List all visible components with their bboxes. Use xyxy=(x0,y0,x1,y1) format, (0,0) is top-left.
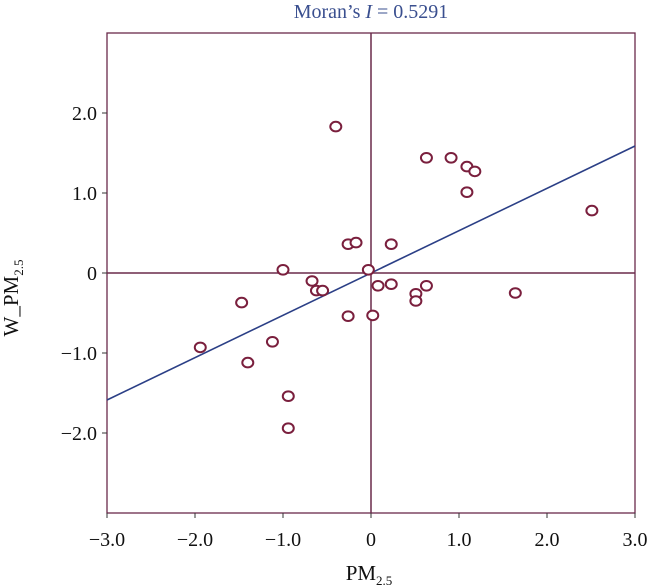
y-axis-label-subscript: 2.5 xyxy=(11,260,26,276)
chart-title-prefix: Moran’s xyxy=(294,1,366,23)
y-tick-label: 1.0 xyxy=(72,183,97,205)
data-point xyxy=(281,390,295,403)
x-tick-label: 3.0 xyxy=(623,529,648,551)
x-axis-ticks: −3.0 −2.0 −1.0 0 1.0 2.0 3.0 xyxy=(89,513,648,551)
x-tick-label: 0 xyxy=(366,529,376,551)
y-tick-label: −2.0 xyxy=(61,423,97,445)
data-point xyxy=(193,341,207,354)
y-tick-label: 2.0 xyxy=(72,103,97,125)
data-point xyxy=(444,152,458,164)
data-point xyxy=(371,280,385,292)
data-point xyxy=(349,236,363,249)
data-point xyxy=(409,295,423,307)
data-point xyxy=(361,264,375,276)
data-point xyxy=(366,309,380,322)
chart-title: Moran’s I = 0.5291 xyxy=(294,1,449,23)
data-point xyxy=(281,422,295,435)
data-point xyxy=(468,165,482,178)
x-tick-label: −1.0 xyxy=(265,529,301,551)
data-point xyxy=(460,186,474,198)
data-point xyxy=(329,120,343,133)
data-point xyxy=(384,238,398,250)
chart-title-italic-variable: I xyxy=(364,1,373,23)
data-point xyxy=(419,280,433,292)
data-point xyxy=(585,204,599,217)
x-axis-label-main: PM xyxy=(346,561,377,585)
data-point xyxy=(265,336,279,348)
x-tick-label: −3.0 xyxy=(89,529,125,551)
data-point xyxy=(276,264,290,276)
y-axis-label-main: W_PM xyxy=(0,275,23,336)
y-axis-label: W_PM2.5 xyxy=(0,260,26,337)
x-tick-label: −2.0 xyxy=(177,529,213,551)
data-point xyxy=(508,287,522,299)
y-axis-ticks: −2.0 −1.0 0 1.0 2.0 xyxy=(61,103,107,445)
x-tick-label: 2.0 xyxy=(535,529,560,551)
data-point xyxy=(305,275,319,287)
data-point xyxy=(384,278,398,291)
data-point xyxy=(241,356,255,369)
x-tick-label: 1.0 xyxy=(447,529,472,551)
x-axis-label: PM2.5 xyxy=(346,561,393,585)
data-points xyxy=(193,120,599,435)
y-tick-label: 0 xyxy=(87,263,97,285)
data-point xyxy=(341,310,355,323)
chart-title-value: = 0.5291 xyxy=(372,1,448,23)
data-point xyxy=(235,296,249,309)
y-tick-label: −1.0 xyxy=(61,343,97,365)
data-point xyxy=(316,284,330,297)
x-axis-label-subscript: 2.5 xyxy=(376,573,392,585)
data-point xyxy=(419,152,433,164)
